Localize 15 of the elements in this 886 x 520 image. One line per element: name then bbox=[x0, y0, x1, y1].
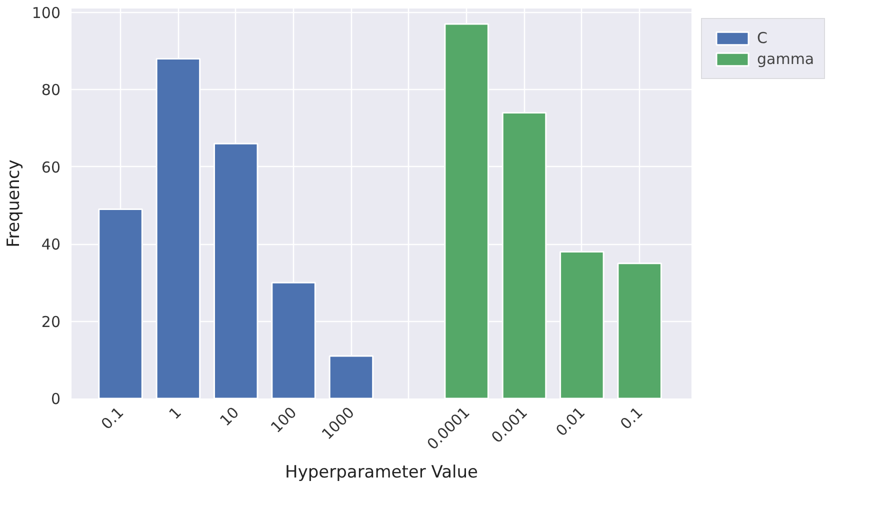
y-tick-label: 40 bbox=[41, 236, 61, 254]
x-tick-label: 1 bbox=[165, 403, 185, 423]
y-tick-label: 0 bbox=[50, 390, 61, 408]
x-tick-label: 100 bbox=[267, 403, 300, 436]
y-tick-label: 100 bbox=[32, 4, 61, 22]
y-tick-label: 20 bbox=[41, 312, 61, 331]
x-tick-label: 10 bbox=[216, 403, 243, 430]
x-tick-label: 0.1 bbox=[98, 403, 128, 434]
x-axis-title: Hyperparameter Value bbox=[285, 462, 478, 482]
y-tick-label: 80 bbox=[41, 81, 61, 100]
legend-label: gamma bbox=[757, 50, 814, 68]
legend-label: C bbox=[757, 29, 768, 47]
x-tick-label: 0.1 bbox=[616, 403, 646, 434]
y-axis-title: Frequency bbox=[4, 160, 24, 248]
y-tick-label: 60 bbox=[41, 158, 61, 176]
